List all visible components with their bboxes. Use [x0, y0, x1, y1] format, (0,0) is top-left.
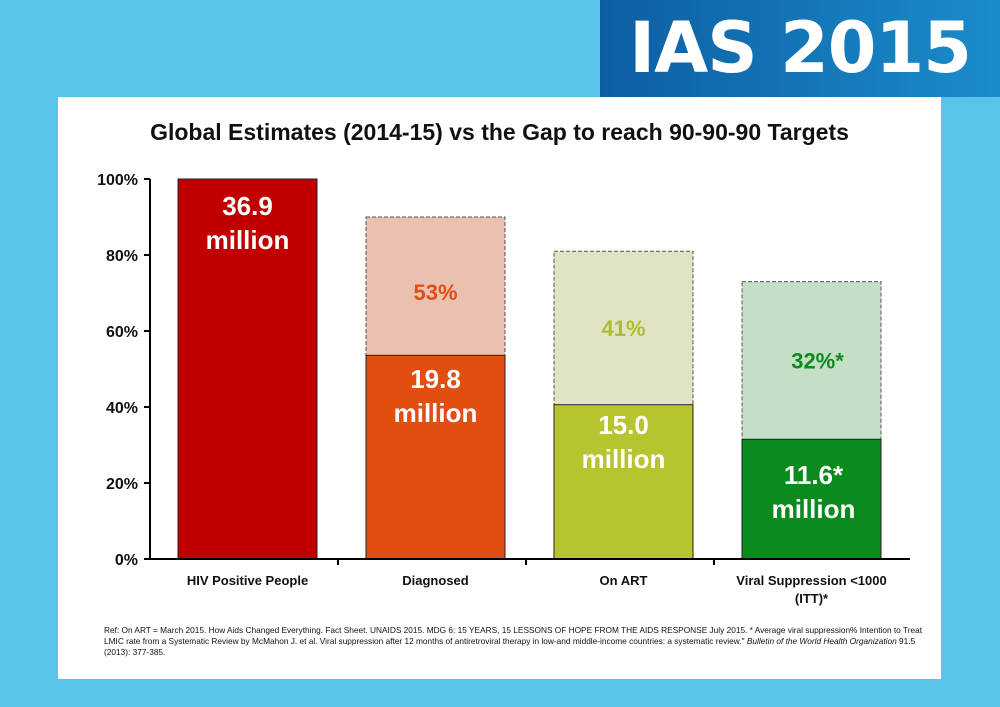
value-label-1-2: million [206, 225, 290, 255]
percent-label-3: 41% [601, 316, 645, 341]
percent-label-2: 53% [413, 280, 457, 305]
chart-title: Global Estimates (2014-15) vs the Gap to… [150, 119, 849, 145]
bar-chart: 36.9 million HIV Positive People 53% 19.8 mil… [97, 172, 910, 606]
y-tick-label-20: 20% [106, 476, 138, 493]
category-label-4: Viral Suppression <1000 [736, 573, 886, 588]
footnote-tail: 91.5 (2013): 377-385. [104, 636, 916, 657]
value-label-2-2: million [394, 398, 478, 428]
footnote-journal: Bulletin of the World Health Organizatio… [746, 636, 897, 646]
category-label-4-line-2: (ITT)* [795, 591, 829, 606]
y-tick-label-60: 60% [106, 324, 138, 341]
slide-card: Global Estimates (2014-15) vs the Gap to… [58, 97, 941, 679]
y-tick-label-0: 0% [115, 552, 138, 569]
reference-footnote: Ref: On ART = March 2015. How Aids Chang… [104, 625, 934, 658]
category-label-3: On ART [600, 573, 648, 588]
value-label-4-1: 11.6* [784, 460, 844, 490]
value-label-2-1: 19.8 [410, 364, 461, 394]
value-label-4-2: million [772, 494, 856, 524]
percent-label-4: 32%* [791, 348, 844, 373]
category-label-2: Diagnosed [402, 573, 469, 588]
value-label-3-2: million [582, 444, 666, 474]
ias-2015-badge: IAS 2015 [600, 0, 1000, 97]
y-tick-label-100: 100% [97, 172, 138, 189]
value-bar-1 [177, 178, 318, 560]
category-label-1: HIV Positive People [187, 573, 308, 588]
value-label-3-1: 15.0 [598, 410, 649, 440]
value-bar-3 [553, 404, 694, 560]
value-label-1-1: 36.9 [222, 191, 273, 221]
footnote-text: Ref: On ART = March 2015. How Aids Chang… [104, 625, 923, 646]
y-tick-label-80: 80% [106, 248, 138, 265]
value-bar-4 [741, 438, 882, 560]
y-tick-label-40: 40% [106, 400, 138, 417]
badge-text: IAS 2015 [629, 7, 972, 89]
value-bar-2 [365, 354, 506, 560]
